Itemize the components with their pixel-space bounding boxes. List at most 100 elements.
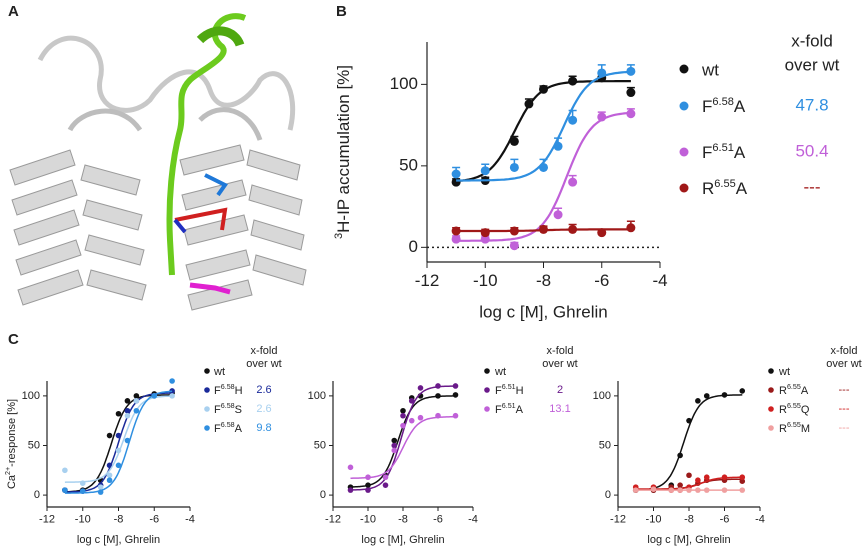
data-point bbox=[169, 388, 175, 394]
data-point bbox=[169, 393, 175, 399]
x-tick-label: -8 bbox=[536, 271, 551, 290]
data-point bbox=[400, 412, 406, 419]
data-point bbox=[539, 224, 548, 234]
data-point bbox=[597, 112, 607, 122]
legend-label: F6.51A bbox=[702, 142, 746, 163]
legend-title: over wt bbox=[542, 358, 577, 370]
data-point bbox=[650, 486, 657, 492]
legend-label: F6.58A bbox=[214, 421, 243, 435]
legend-marker bbox=[679, 183, 689, 193]
y-tick-label: 100 bbox=[308, 390, 326, 402]
legend-title: over wt bbox=[826, 358, 861, 370]
legend-label: F6.51A bbox=[495, 402, 524, 416]
x-tick-label: -6 bbox=[433, 514, 443, 526]
data-point bbox=[452, 383, 459, 389]
legend-title: x-fold bbox=[791, 31, 833, 50]
data-point bbox=[721, 487, 728, 493]
legend-label: F6.58S bbox=[214, 402, 242, 416]
x-tick-label: -4 bbox=[185, 514, 195, 526]
legend-marker bbox=[204, 406, 210, 412]
data-point bbox=[106, 432, 113, 439]
data-point bbox=[106, 477, 113, 484]
y-tick-label: 50 bbox=[314, 439, 326, 451]
data-point bbox=[480, 234, 490, 244]
x-tick-label: -4 bbox=[755, 514, 765, 526]
x-tick-label: -4 bbox=[652, 271, 667, 290]
x-tick-label: -6 bbox=[594, 271, 609, 290]
data-point bbox=[509, 241, 519, 251]
data-point bbox=[632, 487, 639, 493]
panel-label: C bbox=[8, 331, 19, 348]
data-point bbox=[97, 484, 104, 490]
y-axis-label: Ca2+-response [%] bbox=[4, 399, 18, 489]
fold-value: 2.6 bbox=[256, 403, 271, 415]
fold-value: 2 bbox=[557, 384, 563, 396]
data-point bbox=[668, 487, 675, 493]
legend-title: x-fold bbox=[251, 345, 278, 357]
data-point bbox=[509, 226, 519, 236]
fold-value: --- bbox=[839, 403, 850, 415]
legend-marker bbox=[768, 406, 774, 412]
legend-label: F6.58A bbox=[702, 96, 746, 117]
x-tick-label: -12 bbox=[39, 514, 55, 526]
data-point bbox=[539, 162, 548, 172]
y-tick-label: 100 bbox=[390, 74, 418, 93]
legend-marker bbox=[679, 147, 689, 157]
legend-marker bbox=[679, 64, 689, 74]
fold-value: --- bbox=[839, 384, 850, 396]
protein-structure bbox=[9, 13, 307, 311]
data-point bbox=[115, 447, 122, 454]
x-axis-label: log c [M], Ghrelin bbox=[77, 534, 160, 546]
data-point bbox=[480, 166, 490, 176]
data-point bbox=[739, 478, 746, 485]
data-point bbox=[509, 162, 519, 172]
y-tick-label: 50 bbox=[399, 155, 418, 174]
data-point bbox=[451, 226, 461, 236]
data-point bbox=[347, 487, 354, 493]
data-point bbox=[347, 464, 354, 471]
legend-marker bbox=[204, 425, 210, 431]
fold-value: 50.4 bbox=[795, 141, 828, 160]
data-point bbox=[553, 141, 563, 151]
x-axis-label: log c [M], Ghrelin bbox=[361, 534, 444, 546]
x-tick-label: -10 bbox=[360, 514, 376, 526]
data-point bbox=[703, 474, 710, 481]
y-tick-label: 0 bbox=[605, 489, 611, 501]
x-tick-label: -12 bbox=[610, 514, 626, 526]
data-point bbox=[133, 398, 140, 404]
data-point bbox=[124, 407, 131, 414]
data-point bbox=[79, 488, 86, 494]
x-axis-label: log c [M], Ghrelin bbox=[479, 302, 608, 321]
legend-label: wt bbox=[701, 60, 719, 79]
y-tick-label: 100 bbox=[22, 390, 40, 402]
data-point bbox=[451, 169, 461, 179]
legend-marker bbox=[484, 406, 490, 412]
data-point bbox=[568, 115, 578, 125]
data-point bbox=[686, 487, 692, 493]
legend-marker bbox=[768, 368, 774, 374]
data-point bbox=[626, 223, 636, 233]
x-axis-label: log c [M], Ghrelin bbox=[647, 534, 730, 546]
data-point bbox=[133, 393, 140, 399]
data-point bbox=[721, 474, 728, 481]
data-point bbox=[382, 474, 389, 481]
legend-marker bbox=[768, 387, 774, 393]
fit-curve bbox=[350, 385, 456, 491]
y-tick-label: 0 bbox=[34, 489, 40, 501]
x-tick-label: -6 bbox=[149, 514, 159, 526]
fold-value: 9.8 bbox=[256, 422, 271, 434]
data-point bbox=[435, 383, 441, 389]
fold-value: 2.6 bbox=[256, 384, 271, 396]
x-tick-label: -6 bbox=[720, 514, 730, 526]
fold-value: 47.8 bbox=[795, 95, 828, 114]
data-point bbox=[626, 88, 636, 98]
x-tick-label: -8 bbox=[114, 514, 124, 526]
legend-label: R6.55A bbox=[702, 178, 748, 199]
y-tick-label: 100 bbox=[593, 390, 611, 402]
legend-title: over wt bbox=[246, 358, 281, 370]
data-point bbox=[686, 417, 692, 424]
data-point bbox=[626, 109, 636, 119]
y-tick-label: 50 bbox=[599, 439, 611, 451]
data-point bbox=[124, 398, 131, 404]
